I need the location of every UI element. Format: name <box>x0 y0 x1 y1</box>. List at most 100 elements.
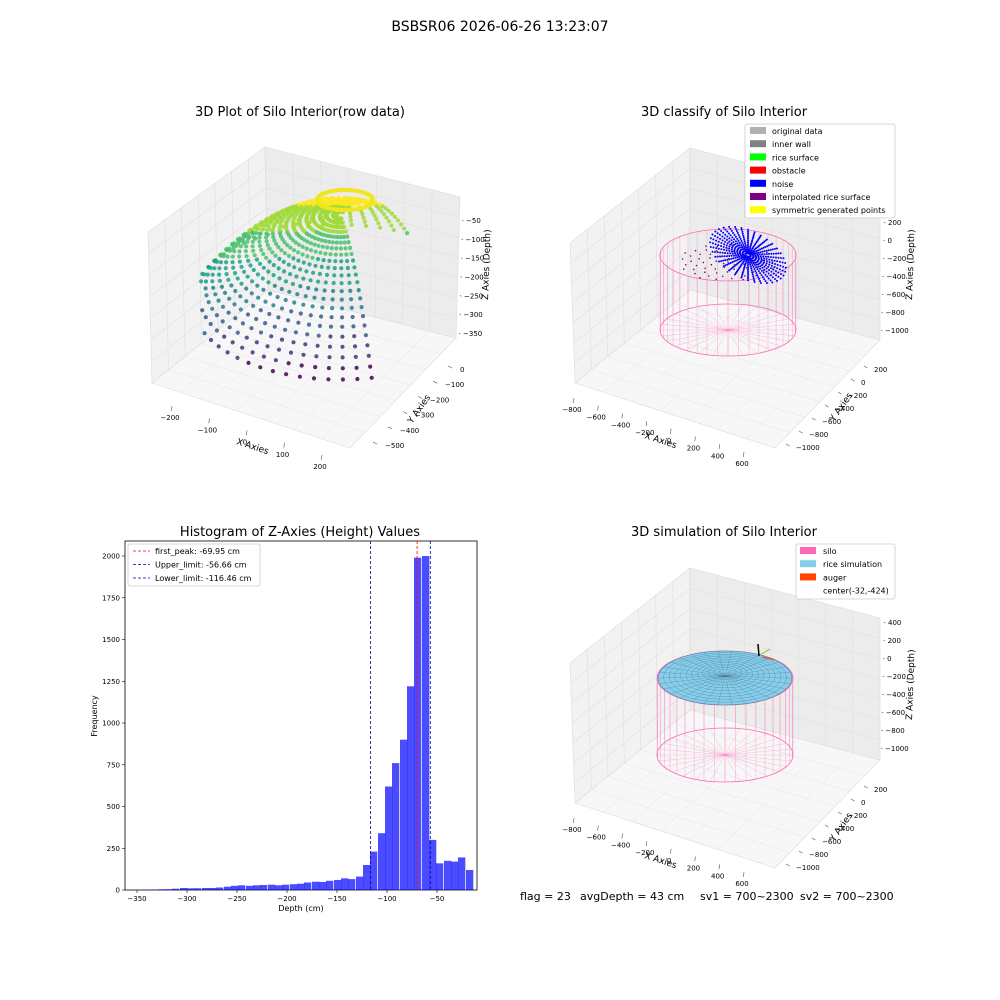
noise-point <box>726 235 729 238</box>
rice-mesh-spoke <box>724 654 759 677</box>
noise-point <box>770 270 773 273</box>
tick-mark <box>597 405 599 411</box>
data-point <box>354 365 359 370</box>
data-point <box>265 243 270 248</box>
interpolated-point <box>715 250 718 252</box>
data-point <box>377 206 382 211</box>
simulation-y-ticks: 200 0 −200 −400 −600 −800 −1000 <box>785 785 887 872</box>
grid-line <box>214 183 219 330</box>
noise-point <box>734 256 737 259</box>
tick-label: −200 <box>277 895 296 903</box>
histogram-bar <box>158 889 166 890</box>
interpolated-point <box>694 249 697 252</box>
noise-point <box>747 234 749 237</box>
noise-point <box>728 240 731 243</box>
data-point <box>246 360 251 365</box>
data-point <box>208 265 213 270</box>
noise-point <box>740 276 743 279</box>
noise-point <box>753 264 756 266</box>
grid-line <box>689 738 799 841</box>
data-point <box>230 260 235 265</box>
tick-mark <box>798 430 803 434</box>
data-point <box>221 254 226 259</box>
data-point <box>329 246 334 251</box>
tick-label: −400 <box>400 427 419 435</box>
data-point <box>301 302 306 307</box>
data-point <box>338 235 343 240</box>
data-point <box>291 256 296 261</box>
data-point <box>310 255 315 260</box>
data-point <box>244 254 249 259</box>
data-point <box>270 250 275 255</box>
grid-line <box>148 187 459 276</box>
data-point <box>239 264 244 269</box>
tick-label: 0 <box>667 437 671 445</box>
data-point <box>244 244 249 249</box>
noise-point <box>773 247 776 250</box>
interpolated-point <box>684 252 686 254</box>
noise-point <box>735 228 737 230</box>
data-point <box>398 222 404 227</box>
tick-label: −300 <box>464 311 483 319</box>
tick-label: −800 <box>809 851 828 859</box>
grid-line <box>151 269 457 362</box>
data-point <box>405 231 410 236</box>
data-point <box>254 257 259 262</box>
data-point <box>319 314 324 319</box>
noise-point <box>740 240 743 242</box>
grid-line <box>673 723 866 776</box>
interpolated-point <box>735 254 737 257</box>
data-point <box>335 234 340 240</box>
interpolated-point <box>744 250 746 252</box>
grid-line <box>591 369 791 433</box>
data-point <box>384 215 389 220</box>
noise-point <box>717 247 720 250</box>
data-point <box>326 265 331 270</box>
data-point <box>347 211 353 216</box>
data-point <box>276 347 282 352</box>
histogram-bar <box>370 851 378 890</box>
tick-mark <box>402 411 408 414</box>
data-point <box>245 239 250 244</box>
panel-raw-title: 3D Plot of Silo Interior(row data) <box>195 105 405 120</box>
noise-point <box>752 262 755 264</box>
data-point <box>327 344 333 349</box>
data-point <box>325 233 330 238</box>
legend-label: obstacle <box>772 167 806 176</box>
histogram-bar <box>187 888 195 890</box>
noise-point <box>782 274 785 277</box>
noise-point <box>725 244 728 247</box>
interpolated-point <box>727 261 729 263</box>
legend-label: rice surface <box>772 153 819 162</box>
panel-simulation: 3D simulation of Silo Interior −800−600−… <box>562 525 917 888</box>
noise-point <box>743 238 746 241</box>
data-point <box>308 241 313 246</box>
data-point <box>233 316 238 321</box>
histogram-bar <box>194 888 202 890</box>
noise-point <box>752 255 755 258</box>
interpolated-point <box>683 268 685 270</box>
noise-point <box>724 259 727 262</box>
noise-point <box>767 265 770 268</box>
data-point <box>265 227 270 233</box>
data-point <box>251 303 256 308</box>
classify-legend: original data inner wall rice surface obsta… <box>744 123 896 219</box>
tick-label: −1000 <box>796 444 820 452</box>
noise-point <box>741 242 744 244</box>
data-point <box>298 267 303 272</box>
data-point <box>254 340 259 345</box>
interpolated-point <box>726 271 729 273</box>
tick-mark <box>811 837 816 841</box>
data-point <box>200 308 205 313</box>
histogram-bar <box>304 882 312 890</box>
noise-point <box>752 234 755 237</box>
data-point <box>300 252 305 257</box>
noise-point <box>753 231 756 234</box>
histogram-bar <box>444 860 452 890</box>
tick-label: −400 <box>886 691 905 699</box>
tick-mark <box>208 418 210 424</box>
noise-point <box>736 232 739 234</box>
noise-point <box>715 247 718 250</box>
data-point <box>341 234 346 240</box>
data-point <box>276 245 281 250</box>
